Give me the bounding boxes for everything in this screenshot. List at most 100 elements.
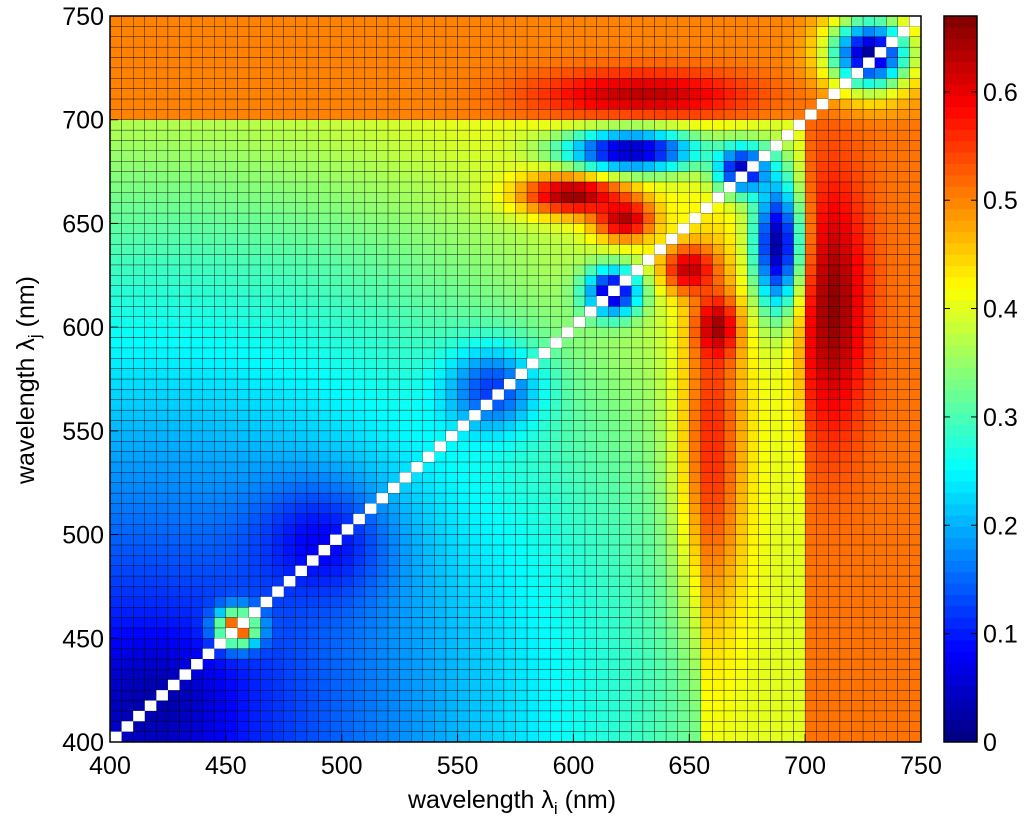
heatmap-cell — [411, 26, 423, 37]
heatmap-cell — [747, 399, 759, 411]
heatmap-cell — [793, 223, 806, 234]
heatmap-cell — [735, 254, 748, 266]
heatmap-cell — [515, 202, 528, 214]
heatmap-cell — [121, 679, 134, 691]
heatmap-cell — [434, 399, 447, 411]
heatmap-cell — [109, 555, 122, 566]
heatmap-cell — [202, 451, 215, 463]
heatmap-cell — [387, 36, 400, 48]
heatmap-cell — [758, 461, 771, 473]
heatmap-cell — [793, 461, 806, 473]
heatmap-cell — [677, 389, 690, 400]
heatmap-cell — [341, 648, 354, 660]
heatmap-cell — [700, 36, 713, 48]
heatmap-cell — [364, 565, 377, 577]
heatmap-cell — [353, 347, 366, 359]
heatmap-cell — [747, 617, 759, 629]
heatmap-cell — [237, 150, 250, 162]
heatmap-cell — [862, 358, 875, 369]
heatmap-cell — [353, 88, 366, 100]
heatmap-cell — [573, 129, 586, 141]
heatmap-cell — [712, 161, 725, 172]
heatmap-cell — [445, 461, 458, 473]
heatmap-cell — [109, 109, 122, 120]
heatmap-cell — [665, 451, 678, 463]
heatmap-cell — [260, 26, 273, 37]
heatmap-cell — [804, 285, 817, 297]
heatmap-cell — [538, 451, 551, 463]
heatmap-cell — [167, 233, 180, 245]
heatmap-cell — [190, 171, 203, 183]
heatmap-cell — [862, 150, 875, 162]
heatmap-cell — [353, 544, 366, 556]
heatmap-cell — [492, 565, 505, 577]
heatmap-cell — [689, 285, 702, 297]
heatmap-cell — [654, 689, 667, 701]
heatmap-cell — [770, 658, 783, 670]
heatmap-cell — [793, 721, 806, 732]
heatmap-cell — [793, 586, 806, 597]
heatmap-cell — [144, 254, 157, 266]
heatmap-cell — [723, 586, 736, 597]
heatmap-cell — [712, 721, 725, 732]
heatmap-cell — [642, 109, 655, 120]
heatmap-cell — [329, 254, 342, 266]
heatmap-cell — [677, 503, 690, 515]
heatmap-cell — [758, 171, 771, 183]
heatmap-cell — [132, 524, 145, 535]
heatmap-cell — [758, 441, 771, 452]
heatmap-cell — [492, 441, 505, 452]
heatmap-cell — [260, 731, 273, 743]
heatmap-cell — [862, 202, 875, 214]
heatmap-cell — [492, 78, 505, 89]
heatmap-cell — [399, 441, 412, 452]
heatmap-cell — [179, 88, 192, 100]
heatmap-cell — [526, 171, 539, 183]
heatmap-cell — [353, 46, 366, 58]
heatmap-cell — [862, 15, 875, 27]
heatmap-cell — [712, 181, 725, 193]
heatmap-cell — [631, 420, 644, 432]
heatmap-cell — [781, 638, 794, 649]
heatmap-cell — [584, 638, 597, 649]
heatmap-cell — [121, 638, 134, 649]
heatmap-cell — [248, 212, 261, 224]
heatmap-cell — [909, 212, 922, 224]
heatmap-cell — [411, 337, 423, 349]
heatmap-cell — [121, 26, 134, 37]
heatmap-cell — [214, 67, 227, 79]
heatmap-cell — [295, 119, 308, 131]
heatmap-cell — [179, 109, 192, 120]
heatmap-cell — [248, 233, 261, 245]
heatmap-cell — [387, 648, 400, 660]
heatmap-cell — [631, 109, 644, 120]
heatmap-cell — [608, 67, 620, 79]
heatmap-cell — [434, 513, 447, 525]
heatmap-cell — [364, 161, 377, 172]
heatmap-cell — [492, 36, 505, 48]
heatmap-cell — [538, 638, 551, 649]
heatmap-cell — [804, 451, 817, 463]
heatmap-cell — [804, 482, 817, 494]
heatmap-cell — [735, 420, 748, 432]
heatmap-cell — [283, 430, 296, 442]
heatmap-cell — [770, 555, 783, 566]
heatmap-cell — [689, 306, 702, 317]
heatmap-cell — [596, 254, 609, 266]
heatmap-cell — [132, 617, 145, 629]
heatmap-cell — [596, 181, 609, 193]
heatmap-cell — [665, 658, 678, 670]
heatmap-cell — [677, 689, 690, 701]
heatmap-cell — [353, 275, 366, 286]
heatmap-cell — [387, 326, 400, 338]
heatmap-cell — [654, 88, 667, 100]
heatmap-cell — [260, 409, 273, 421]
heatmap-cell — [654, 565, 667, 577]
heatmap-cell — [897, 98, 910, 110]
heatmap-cell — [225, 88, 238, 100]
heatmap-cell — [700, 150, 713, 162]
heatmap-cell — [434, 129, 447, 141]
heatmap-cell — [434, 78, 447, 89]
heatmap-cell — [225, 98, 238, 110]
